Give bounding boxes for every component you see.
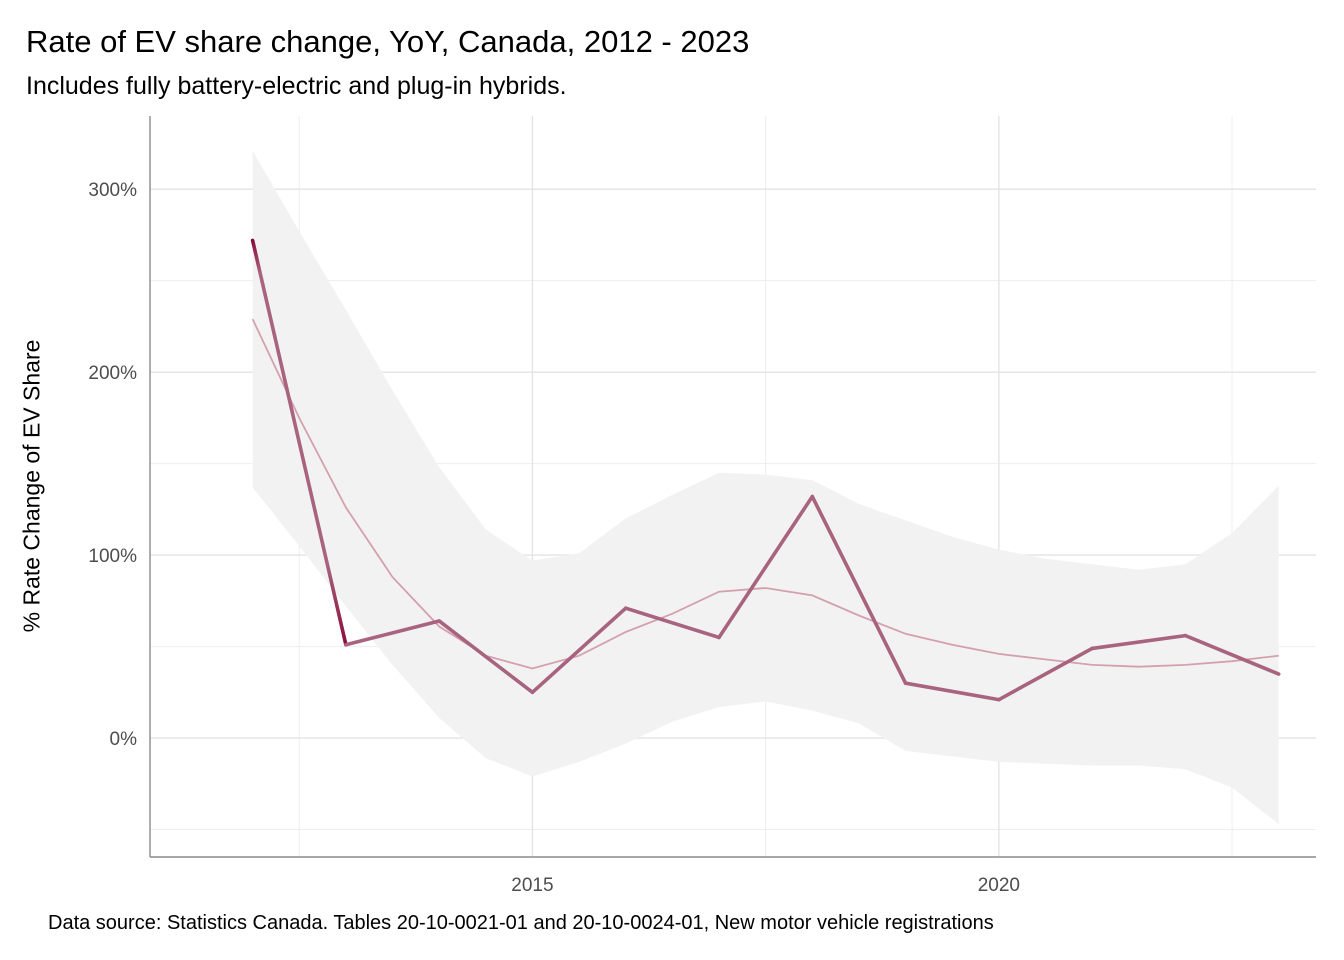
series-line-segment [903, 681, 1001, 702]
y-tick-label: 100% [88, 546, 137, 567]
y-tick-label: 0% [110, 729, 138, 750]
y-tick-label: 200% [88, 363, 137, 384]
series-line-segment [250, 238, 348, 647]
series-line-segment [997, 646, 1094, 702]
series-line-segment [1183, 633, 1281, 676]
x-tick-label: 2020 [978, 875, 1020, 896]
y-tick-label: 300% [88, 180, 137, 201]
chart-title: Rate of EV share change, YoY, Canada, 20… [26, 24, 750, 59]
x-tick-label: 2015 [511, 875, 553, 896]
series-line-segment [717, 494, 815, 640]
data-series-line [250, 238, 1281, 702]
x-tick-labels: 2015 2020 [511, 875, 1020, 896]
chart-caption: Data source: Statistics Canada. Tables 2… [48, 912, 994, 934]
series-line-segment [344, 619, 441, 647]
chart-subtitle: Includes fully battery-electric and plug… [26, 72, 567, 100]
y-tick-labels: 0% 100% 200% 300% [88, 180, 137, 750]
smooth-trend-line [251, 318, 1279, 670]
series-line-segment [1090, 633, 1188, 651]
series-line-segment [623, 606, 721, 640]
axes [149, 116, 1316, 858]
series-line-segment [810, 494, 908, 685]
series-line-segment [530, 606, 628, 695]
series-line-segment [437, 619, 535, 695]
